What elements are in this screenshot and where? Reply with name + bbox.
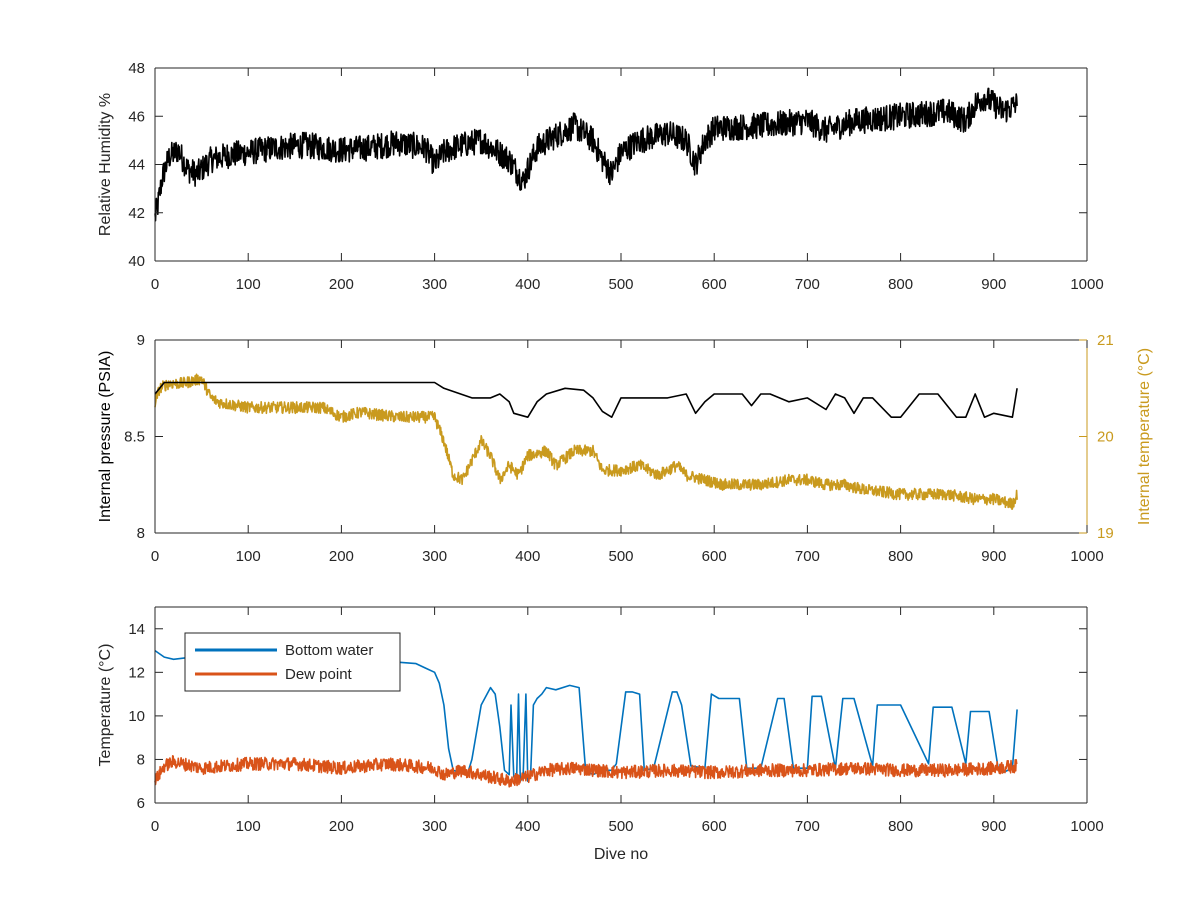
middle-x-tick-label: 600 [702, 548, 727, 565]
middle-y-tick-label: 8 [137, 525, 145, 542]
bottom-y-tick-label: 10 [128, 708, 145, 725]
text-layer: 0 100 200 300 400 500 600 700 800 900 100040424446… [97, 60, 1153, 863]
top-axes [154, 67, 1088, 262]
middle-y-tick-label: 8.5 [124, 429, 145, 446]
middle-x-tick-label: 100 [236, 548, 261, 565]
middle-x-tick-label: 800 [888, 548, 913, 565]
bottom-y-tick-label: 14 [128, 621, 145, 638]
middle-x-tick-label: 0 [151, 548, 159, 565]
bottom-x-tick-label: 1000 [1070, 818, 1103, 835]
bottom-x-tick-label: 400 [515, 818, 540, 835]
bottom-x-tick-label: 200 [329, 818, 354, 835]
bottom-x-tick-label: 900 [981, 818, 1006, 835]
middle-x-tick-label: 500 [608, 548, 633, 565]
middle-x-tick-label: 400 [515, 548, 540, 565]
top-x-tick-label: 800 [888, 276, 913, 293]
middle-x-tick-label: 700 [795, 548, 820, 565]
middle-axes [154, 339, 1088, 534]
bottom-x-axis-label: Dive no [594, 846, 648, 863]
top-y-tick-label: 46 [128, 108, 145, 125]
middle-x-tick-label: 200 [329, 548, 354, 565]
middle-y-tick-label: 9 [137, 332, 145, 349]
bottom-x-tick-label: 300 [422, 818, 447, 835]
top-y-tick-label: 44 [128, 157, 145, 174]
legend-box [184, 632, 401, 692]
bottom-x-tick-label: 0 [151, 818, 159, 835]
middle-y2-tick-label: 20 [1097, 429, 1114, 446]
legend-label-bottom-water: Bottom water [285, 642, 373, 659]
bottom-x-tick-label: 700 [795, 818, 820, 835]
middle-series-line-0 [154, 381, 1018, 418]
bottom-axes [154, 606, 1088, 804]
top-x-tick-label: 200 [329, 276, 354, 293]
top-x-tick-label: 600 [702, 276, 727, 293]
bottom-y-tick-label: 12 [128, 664, 145, 681]
top-x-tick-label: 700 [795, 276, 820, 293]
bottom-y-tick-label: 8 [137, 751, 145, 768]
bottom-y-tick-label: 6 [137, 795, 145, 812]
bottom-y-axis-label: Temperature (°C) [97, 644, 114, 767]
data-layer [154, 87, 1018, 788]
top-y-tick-label: 42 [128, 205, 145, 222]
middle-x-tick-label: 1000 [1070, 548, 1103, 565]
middle-series-line-1 [154, 373, 1018, 510]
bottom-legend: Bottom water Dew point [184, 632, 401, 692]
middle-y2-tick-label: 19 [1097, 525, 1114, 542]
bottom-x-tick-label: 500 [608, 818, 633, 835]
legend-label-dew-point: Dew point [285, 666, 353, 683]
bottom-x-tick-label: 600 [702, 818, 727, 835]
top-y-axis-label: Relative Humidity % [97, 93, 114, 236]
middle-x-tick-label: 900 [981, 548, 1006, 565]
top-x-tick-label: 300 [422, 276, 447, 293]
top-y-tick-label: 40 [128, 253, 145, 270]
bottom-series-line-dew-point [154, 755, 1018, 788]
middle-y-axis-label: Internal pressure (PSIA) [97, 351, 114, 523]
bottom-x-tick-label: 800 [888, 818, 913, 835]
top-x-tick-label: 500 [608, 276, 633, 293]
top-x-tick-label: 100 [236, 276, 261, 293]
top-x-tick-label: 1000 [1070, 276, 1103, 293]
middle-y2-axis-label: Internal temperature (°C) [1136, 348, 1153, 525]
top-x-tick-label: 400 [515, 276, 540, 293]
bottom-x-tick-label: 100 [236, 818, 261, 835]
top-series-line-0 [154, 87, 1018, 222]
middle-x-tick-label: 300 [422, 548, 447, 565]
top-y-tick-label: 48 [128, 60, 145, 77]
top-x-tick-label: 900 [981, 276, 1006, 293]
middle-y2-tick-label: 21 [1097, 332, 1114, 349]
axes-layer [154, 67, 1088, 804]
top-x-tick-label: 0 [151, 276, 159, 293]
